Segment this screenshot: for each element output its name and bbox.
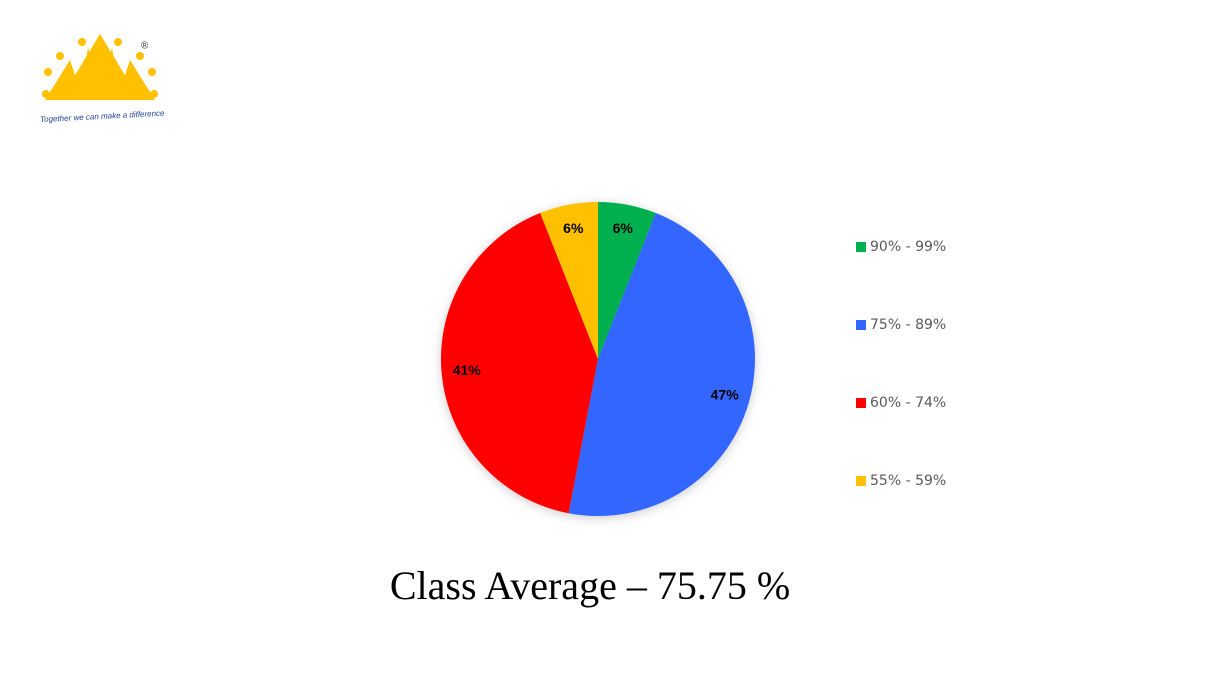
legend-swatch xyxy=(856,476,866,486)
logo-registered: ® xyxy=(141,41,149,52)
class-average: Class Average – 75.75 % xyxy=(390,563,790,608)
pie-slice xyxy=(568,213,756,517)
logo-dot xyxy=(150,90,158,98)
legend-label: 60% - 74% xyxy=(870,395,946,411)
pie-slice xyxy=(440,213,598,514)
slice-label: 41% xyxy=(453,362,482,378)
logo: ® Together we can make a difference xyxy=(40,34,166,125)
logo-dot xyxy=(44,68,52,76)
legend-label: 55% - 59% xyxy=(870,473,946,489)
pie xyxy=(440,202,756,517)
legend-label: 90% - 99% xyxy=(870,239,946,255)
legend-swatch xyxy=(856,320,866,330)
logo-dot xyxy=(136,52,144,60)
logo-dot xyxy=(42,90,50,98)
logo-dot xyxy=(78,38,86,46)
slice-label: 6% xyxy=(613,220,634,236)
slice-label: 47% xyxy=(711,386,740,402)
legend-label: 75% - 89% xyxy=(870,317,946,333)
legend-swatch xyxy=(856,398,866,408)
logo-dot xyxy=(148,68,156,76)
logo-tagline: Together we can make a difference xyxy=(40,109,166,125)
legend-swatch xyxy=(856,242,866,252)
logo-sun-center xyxy=(60,34,140,100)
logo-dot xyxy=(114,38,122,46)
slice-label: 6% xyxy=(563,220,584,236)
pie-slice xyxy=(540,202,598,359)
logo-dot xyxy=(56,52,64,60)
pie-slice xyxy=(598,202,656,359)
